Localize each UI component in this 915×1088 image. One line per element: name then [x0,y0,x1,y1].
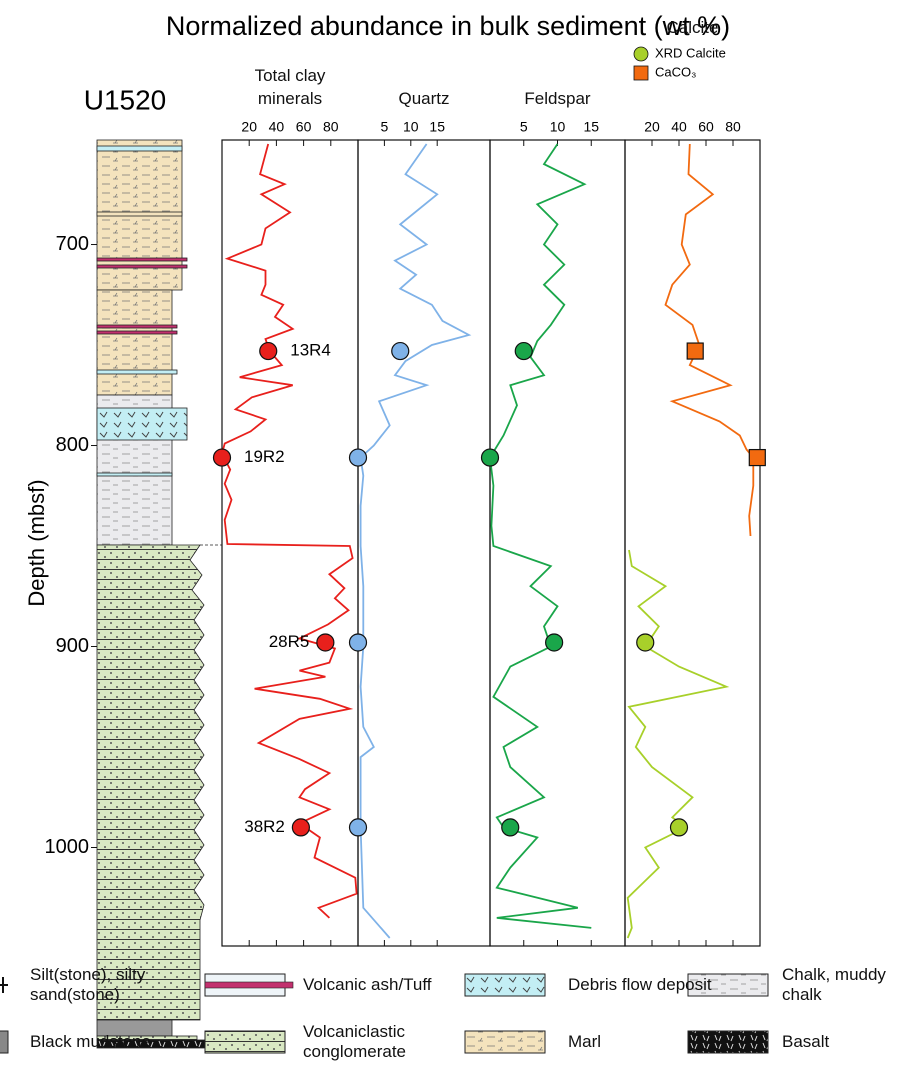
legend-swatch [634,47,648,61]
sample-label: 38R2 [244,817,285,836]
swatch [465,1031,545,1053]
sample-marker [392,343,409,360]
y-tick-label: 700 [56,233,89,255]
figure: Normalized abundance in bulk sediment (w… [0,0,915,1088]
legend-label: XRD Calcite [655,45,726,60]
legend-label: Chalk, muddy chalk [782,963,912,1007]
legend-label: Marl [568,1020,728,1064]
sample-marker [546,634,563,651]
panel-frame [625,140,760,946]
sample-marker [214,449,231,466]
panel-title: Calcite [625,18,760,38]
swatch [0,1031,8,1053]
y-tick-label: 800 [56,434,89,456]
swatch [205,1031,285,1053]
y-axis-title: Depth (mbsf) [24,479,49,606]
data-line [222,144,357,918]
swatch [465,974,545,996]
legend-label: CaCO₃ [655,64,696,79]
x-tick-label: 20 [644,119,660,135]
sample-marker [260,343,277,360]
sample-marker [502,819,519,836]
sample-marker [749,450,765,466]
y-tick-label: 900 [56,635,89,657]
sample-label: 19R2 [244,447,285,466]
x-tick-label: 60 [296,119,312,135]
panel-title: Feldspar [490,50,625,110]
x-tick-label: 5 [381,119,389,135]
legend-label: Volcaniclastic conglomerate [303,1020,463,1064]
legend-swatch [634,66,648,80]
data-line [490,144,591,928]
site-label: U1520 [84,84,167,115]
sample-marker [292,819,309,836]
data-line [361,144,469,938]
legend-label: Silt(stone), silty sand(stone) [30,963,190,1007]
x-tick-label: 10 [550,119,566,135]
x-tick-label: 40 [269,119,285,135]
legend-item [205,974,293,996]
legend-item [465,1031,545,1053]
panel-frame [222,140,358,946]
x-tick-label: 20 [241,119,257,135]
data-line [628,550,727,938]
x-tick-label: 80 [323,119,339,135]
panel-title: Quartz [358,50,490,110]
legend-item [0,1031,8,1053]
sample-label: 13R4 [290,341,331,360]
legend-label: Basalt [782,1020,912,1064]
sample-marker [515,343,532,360]
legend-item [465,974,545,996]
sample-label: 28R5 [269,632,310,651]
panel-frame [358,140,490,946]
sample-marker [482,449,499,466]
sample-marker [317,634,334,651]
x-tick-label: 80 [725,119,741,135]
sample-marker [637,634,654,651]
legend-item [205,1031,285,1053]
legend-item [0,977,8,993]
sample-marker [350,819,367,836]
x-tick-label: 60 [698,119,714,135]
x-tick-label: 40 [671,119,687,135]
x-tick-label: 10 [403,119,419,135]
x-tick-label: 5 [520,119,528,135]
sample-marker [671,819,688,836]
legend-label: Black mudstone [30,1020,190,1064]
sample-marker [687,343,703,359]
x-tick-label: 15 [583,119,599,135]
legend-label: Volcanic ash/Tuff [303,963,463,1007]
data-line [666,144,754,536]
sample-marker [350,449,367,466]
panel-title: Total clay minerals [222,50,358,110]
sample-marker [350,634,367,651]
lithology-column [97,140,222,1048]
legend-label: Debris flow deposit [568,963,728,1007]
swatch [205,982,293,988]
chart: Normalized abundance in bulk sediment (w… [0,0,915,1088]
y-tick-label: 1000 [45,836,90,858]
x-tick-label: 15 [429,119,445,135]
